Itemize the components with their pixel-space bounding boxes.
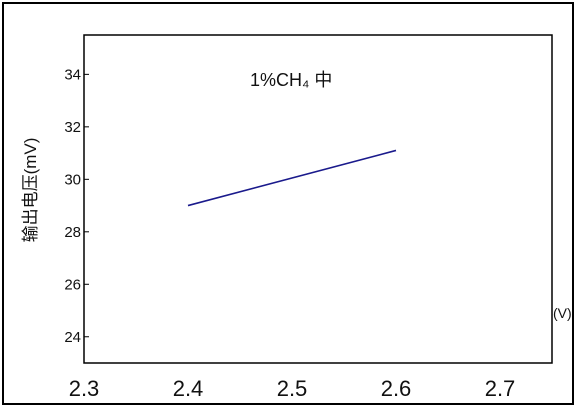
chart-annotation: 1%CH₄ 中	[250, 70, 332, 90]
x-tick-label: 2.3	[69, 376, 100, 401]
y-tick-label: 34	[64, 66, 81, 83]
y-tick-label: 30	[64, 171, 81, 188]
y-ticks	[84, 73, 89, 338]
x-tick-label: 2.4	[173, 376, 204, 401]
series-line	[187, 149, 397, 207]
x-tick-labels: 2.3 2.4 2.5 2.6 2.7	[69, 376, 516, 401]
x-axis-unit: (V)	[553, 305, 572, 321]
x-tick-label: 2.5	[277, 376, 308, 401]
y-axis-label: 输出电压(mV)	[21, 138, 40, 243]
x-tick-label: 2.6	[381, 376, 412, 401]
y-tick-label: 32	[64, 119, 81, 136]
y-tick-labels: 24 26 28 30 32 34	[64, 66, 81, 345]
y-tick-label: 26	[64, 276, 81, 293]
x-tick-label: 2.7	[485, 376, 516, 401]
y-tick-label: 28	[64, 224, 81, 241]
series-group	[187, 149, 397, 207]
plot-area	[83, 34, 553, 364]
y-tick-label: 24	[64, 329, 81, 346]
